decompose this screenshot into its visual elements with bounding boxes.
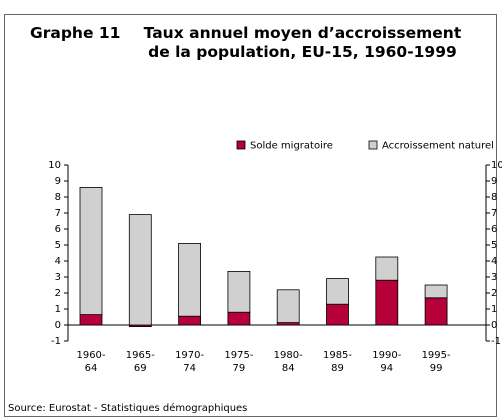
x-tick-label: 1985- 89 [323, 350, 352, 374]
x-tick-label: 1980- 84 [274, 350, 303, 374]
x-tick-line: 1975- [224, 350, 253, 361]
legend-swatch [236, 140, 246, 150]
y2-tick-label: 4 [491, 256, 497, 267]
y2-tick-label: 6 [491, 224, 497, 235]
title-label: Graphe 11 [30, 24, 121, 42]
y-tick-label: 8 [55, 192, 61, 203]
x-tick-label: 1995- 99 [422, 350, 451, 374]
x-tick-line: 1980- [274, 350, 303, 361]
y-tick-label: 10 [48, 160, 61, 171]
y2-tick-label: 5 [491, 240, 497, 251]
x-tick-label: 1970- 74 [175, 350, 204, 374]
y-tick-label: 0 [55, 320, 61, 331]
bar-segment [227, 270, 251, 313]
y2-tick-label: 7 [491, 208, 497, 219]
x-tick-label: 1990- 94 [372, 350, 401, 374]
bar-segment [424, 297, 448, 326]
bar-segment [79, 186, 103, 315]
y-tick-label: -1 [51, 336, 61, 347]
bar-segment [326, 278, 349, 305]
y-tick-label: 3 [55, 272, 61, 283]
x-tick-line: 1990- [372, 350, 401, 361]
legend-label: Accroissement naturel [382, 141, 494, 152]
x-tick-label: 1975- 79 [224, 350, 253, 374]
legend-label: Solde migratoire [250, 141, 333, 152]
x-tick-line: 79 [233, 363, 246, 374]
y2-tick-label: 3 [491, 272, 497, 283]
chart-title: Graphe 11 Taux annuel moyen d’accroissem… [30, 24, 490, 62]
bar-segment [79, 314, 103, 326]
y2-tick-label: 2 [491, 288, 497, 299]
x-tick-line: 89 [331, 363, 344, 374]
bar-segment [375, 279, 399, 326]
x-tick-line: 1960- [76, 350, 105, 361]
y-tick-label: 1 [55, 304, 61, 315]
x-tick-line: 1965- [126, 350, 155, 361]
legend-swatch [368, 140, 378, 150]
x-tick-line: 94 [380, 363, 393, 374]
bar-segment [276, 289, 300, 323]
bar-segment [128, 214, 152, 326]
bar-segment [178, 315, 202, 326]
x-tick-label: 1960- 64 [76, 350, 105, 374]
y-tick-label: 2 [55, 288, 61, 299]
source: Source: Eurostat - Statistiques démograp… [8, 402, 247, 414]
y2-tick-label: 1 [491, 304, 497, 315]
y2-tick-label: 10 [491, 160, 502, 171]
y-tick-label: 7 [55, 208, 61, 219]
x-tick-line: 74 [183, 363, 196, 374]
bar-segment [227, 311, 251, 326]
y2-tick-label: 8 [491, 192, 497, 203]
y-tick-label: 5 [55, 240, 61, 251]
bar-segment [424, 284, 448, 299]
x-tick-line: 1970- [175, 350, 204, 361]
y2-tick-label: 9 [491, 176, 497, 187]
x-tick-label: 1965- 69 [126, 350, 155, 374]
x-tick-line: 64 [85, 363, 98, 374]
x-tick-line: 99 [430, 363, 443, 374]
frame [4, 14, 497, 417]
x-tick-line: 1985- [323, 350, 352, 361]
bar-segment [178, 242, 202, 317]
y2-tick-label: -1 [491, 336, 501, 347]
y-tick-label: 6 [55, 224, 61, 235]
bar-segment [326, 303, 349, 326]
x-tick-line: 1995- [422, 350, 451, 361]
y-tick-label: 9 [55, 176, 61, 187]
y2-tick-label: 0 [491, 320, 497, 331]
x-tick-line: 69 [134, 363, 147, 374]
bar-segment [375, 256, 399, 281]
y-tick-label: 4 [55, 256, 61, 267]
x-tick-line: 84 [282, 363, 295, 374]
title-text: Taux annuel moyen d’accroissement de la … [143, 24, 462, 61]
